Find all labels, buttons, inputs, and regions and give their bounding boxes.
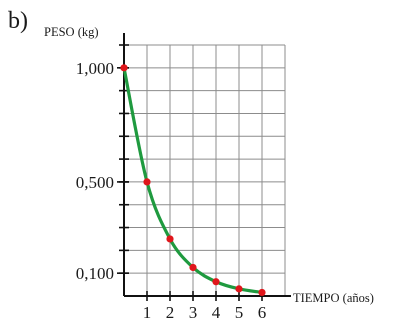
y-tick-label: 0,100 xyxy=(76,264,114,283)
data-point xyxy=(189,263,197,272)
panel-label: b) xyxy=(8,8,28,34)
x-tick-label: 3 xyxy=(189,303,198,320)
chart-axes xyxy=(123,33,291,297)
x-tick-label: 1 xyxy=(143,303,152,320)
data-point xyxy=(235,285,243,293)
series-layer xyxy=(120,64,266,297)
data-point xyxy=(212,278,220,286)
x-tick-label: 6 xyxy=(258,303,267,320)
y-axis-ticks: 1,000 0,500 0,100 xyxy=(76,44,129,283)
chart-grid xyxy=(124,44,286,296)
data-point xyxy=(143,178,151,186)
y-tick-label: 0,500 xyxy=(76,173,114,192)
x-tick-label: 2 xyxy=(166,303,175,320)
data-point xyxy=(258,288,266,297)
data-point xyxy=(120,64,128,72)
data-point xyxy=(166,235,174,243)
y-axis-title: PESO (kg) xyxy=(44,25,99,39)
x-tick-label: 4 xyxy=(212,303,221,320)
x-axis-title: TIEMPO (años) xyxy=(293,291,374,305)
x-tick-label: 5 xyxy=(235,303,244,320)
y-tick-label: 1,000 xyxy=(76,59,114,78)
